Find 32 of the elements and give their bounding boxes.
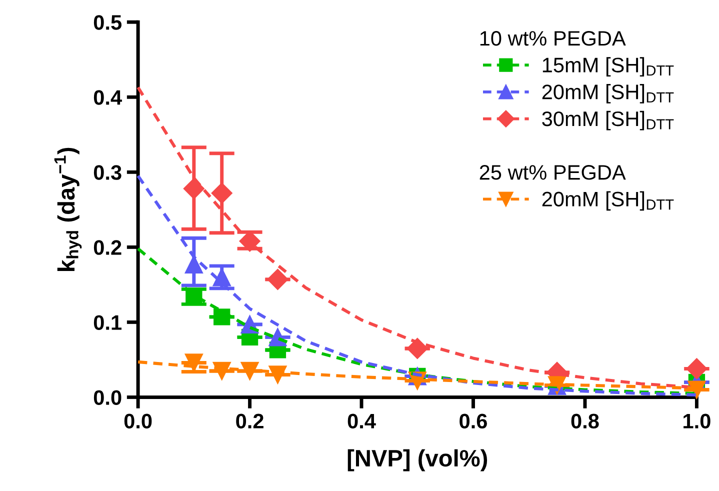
y-tick-label: 0.4 — [94, 90, 122, 105]
point — [240, 362, 259, 380]
y-tick-label: 0.0 — [94, 390, 122, 405]
point — [183, 178, 204, 200]
x-tick-label: 1.0 — [684, 414, 710, 428]
legend-label: 30mM [SH]$_{DTT}$ — [542, 110, 674, 130]
point — [406, 338, 428, 359]
y-tick-label: 0.2 — [94, 240, 122, 255]
point — [267, 268, 288, 290]
point — [268, 366, 287, 384]
x-tick-label: 0.8 — [571, 414, 599, 428]
legend-label: 20mM [SH]$_{DTT}$ — [542, 191, 674, 211]
point — [214, 308, 230, 326]
point — [211, 182, 232, 204]
x-tick-label: 0.6 — [460, 414, 487, 428]
point — [686, 358, 708, 380]
y-tick-label: 0.5 — [94, 15, 122, 30]
point — [212, 268, 231, 286]
y-tick-label: 0.3 — [94, 165, 122, 180]
y-tick-label: 0.1 — [94, 315, 122, 330]
annotation: 25 wt% PEGDA — [480, 165, 626, 180]
point — [688, 380, 706, 399]
point — [184, 354, 203, 372]
legend-label: 15mM [SH]$_{DTT}$ — [542, 57, 674, 77]
x-tick-label: 0.2 — [236, 414, 264, 428]
x-axis-title: [NVP] (vol%) — [348, 449, 488, 472]
x-tick-label: 0.0 — [124, 414, 152, 428]
point — [212, 362, 231, 380]
annotation: 10 wt% PEGDA — [480, 30, 626, 46]
x-tick-label: 0.4 — [348, 414, 376, 428]
y-axis-title: k$_{hyd}$ (day$^{−1}$) — [54, 148, 82, 272]
legend-label: 20mM [SH]$_{DTT}$ — [542, 84, 674, 104]
